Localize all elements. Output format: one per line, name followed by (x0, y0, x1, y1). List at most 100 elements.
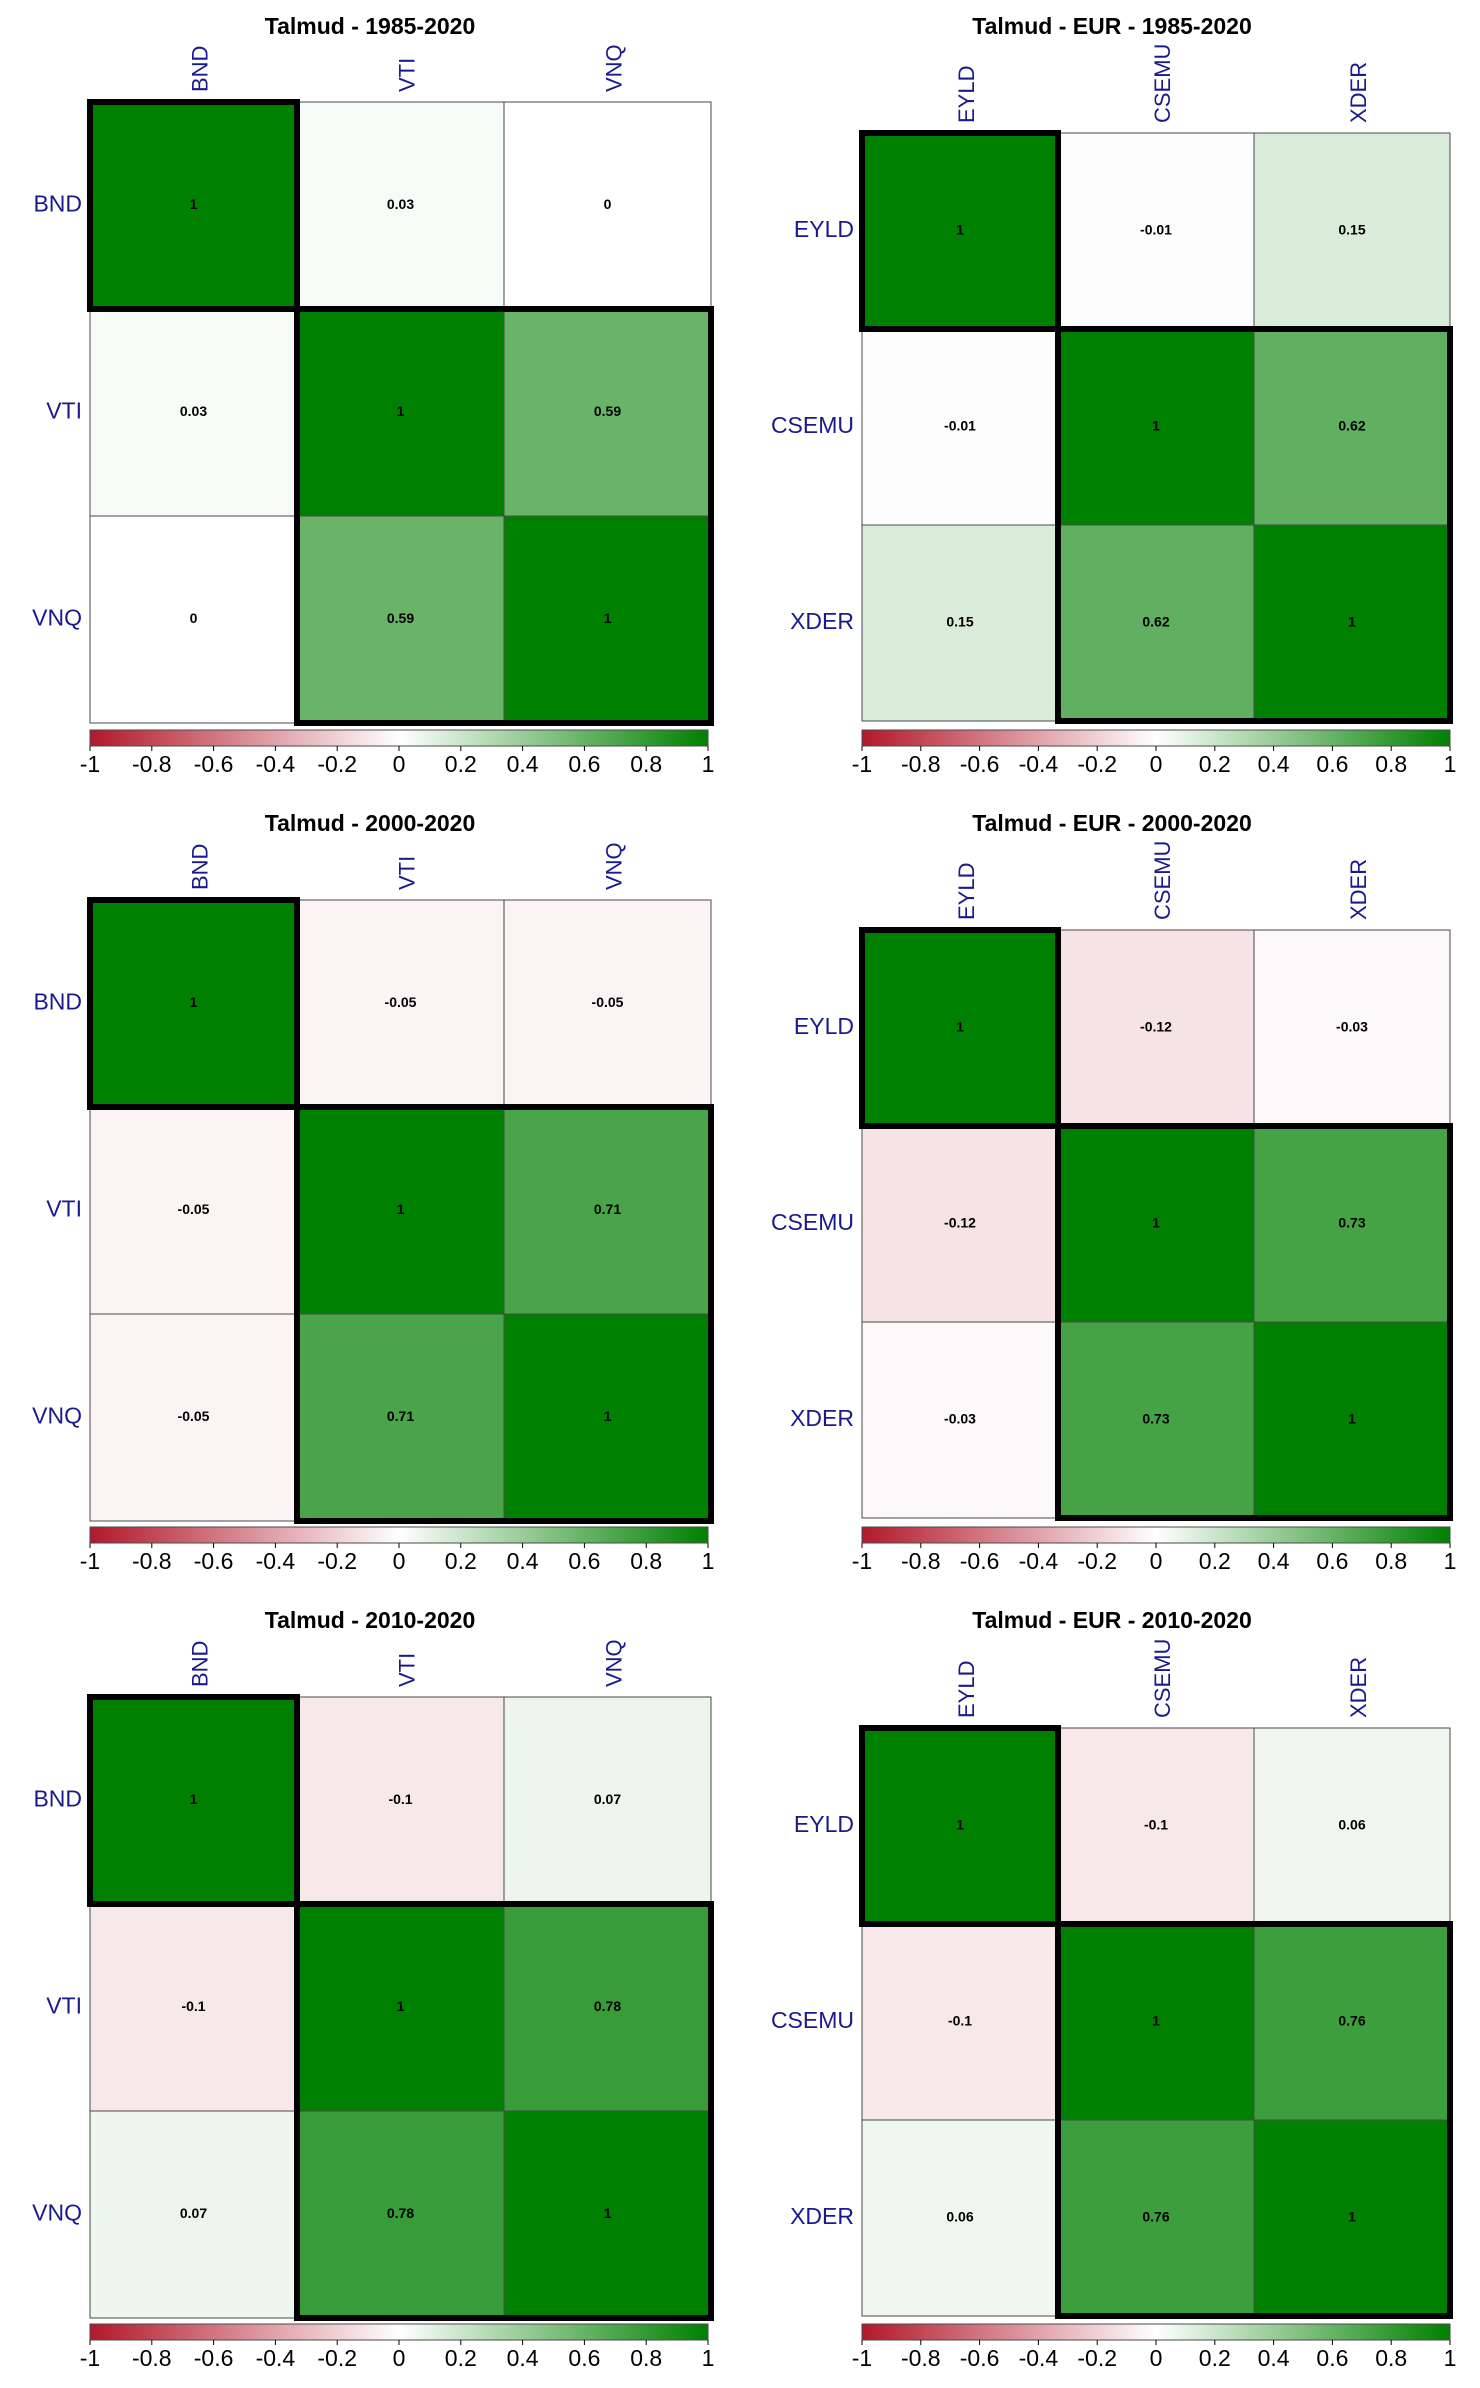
colorbar-tick-label: 0 (393, 751, 406, 777)
cell-value: -0.05 (178, 1408, 210, 1424)
cell-value: -0.01 (1140, 222, 1172, 238)
cell-value: -0.05 (385, 994, 417, 1010)
cell-value: 0.59 (387, 610, 414, 626)
colorbar-tick-label: -1 (852, 751, 872, 777)
row-label: VTI (46, 1196, 82, 1222)
row-label: CSEMU (771, 1209, 854, 1235)
row-label: XDER (790, 2203, 854, 2229)
heatmap-cell (89, 1106, 298, 1315)
colorbar-tick-label: 0.8 (630, 751, 662, 777)
column-label: CSEMU (1150, 1639, 1175, 1718)
cell-value: -0.1 (948, 2013, 972, 2029)
heatmap-cell (1253, 328, 1451, 526)
column-label: VNQ (601, 842, 626, 890)
heatmap-cell (861, 1727, 1059, 1925)
cell-value: 0.73 (1338, 1215, 1365, 1231)
heatmap-cell (89, 1903, 298, 2112)
heatmap-cell (296, 101, 505, 310)
colorbar-tick-label: 0.6 (1316, 2345, 1348, 2371)
colorbar-tick-label: -1 (80, 1548, 100, 1574)
heatmap-cell (1253, 132, 1451, 330)
colorbar-tick-label: -0.8 (132, 2345, 172, 2371)
colorbar-tick-label: 0 (1150, 751, 1163, 777)
colorbar-tick-label: 0.2 (445, 2345, 477, 2371)
colorbar-tick-label: -0.4 (256, 2345, 296, 2371)
colorbar-tick-label: -1 (852, 1548, 872, 1574)
heatmap-cell (296, 1903, 505, 2112)
row-label: VNQ (32, 605, 82, 631)
cell-value: 0 (604, 196, 612, 212)
colorbar-tick-label: -0.2 (1077, 2345, 1117, 2371)
colorbar-tick-label: -0.8 (132, 1548, 172, 1574)
colorbar-tick-label: 0.2 (445, 751, 477, 777)
heatmap-cell (1253, 524, 1451, 722)
cell-value: 0.06 (946, 2209, 973, 2225)
colorbar-tick-label: -0.2 (317, 751, 357, 777)
cell-value: 1 (956, 1817, 964, 1833)
colorbar-tick-label: 1 (702, 2345, 715, 2371)
colorbar (89, 2323, 709, 2341)
column-label: CSEMU (1150, 44, 1175, 123)
heatmap-cell (1057, 929, 1255, 1127)
heatmap-cell (89, 899, 298, 1108)
cluster-border (859, 130, 1061, 332)
cell-value: 0.15 (946, 614, 973, 630)
colorbar-tick-label: -0.2 (317, 2345, 357, 2371)
cell-value: 0.76 (1142, 2209, 1169, 2225)
colorbar-tick-label: 0.4 (1258, 751, 1290, 777)
cell-value: 0.73 (1142, 1411, 1169, 1427)
colorbar-tick-label: 0.8 (1375, 751, 1407, 777)
colorbar-tick-label: -1 (852, 2345, 872, 2371)
cell-value: 0.78 (387, 2205, 414, 2221)
row-label: EYLD (794, 216, 854, 242)
cell-value: -0.1 (1144, 1817, 1168, 1833)
row-label: CSEMU (771, 412, 854, 438)
colorbar-tick-label: 0.6 (568, 1548, 600, 1574)
column-label: BND (187, 844, 212, 890)
column-label: VNQ (601, 1639, 626, 1687)
column-label: EYLD (954, 66, 979, 123)
cell-value: 1 (604, 610, 612, 626)
colorbar-tick-label: -0.2 (1077, 1548, 1117, 1574)
colorbar-tick-label: -0.8 (901, 2345, 941, 2371)
heatmap-cell (503, 308, 712, 517)
colorbar-tick-label: 0.2 (445, 1548, 477, 1574)
row-label: CSEMU (771, 2007, 854, 2033)
heatmap-cell (861, 132, 1059, 330)
cell-value: -0.03 (1336, 1019, 1368, 1035)
heatmap-cell (503, 101, 712, 310)
cell-value: 1 (190, 1791, 198, 1807)
colorbar-tick-label: 0.4 (507, 751, 539, 777)
colorbar (861, 1526, 1451, 1544)
panel-title: Talmud - EUR - 2010-2020 (972, 1607, 1252, 1633)
column-label: XDER (1346, 1657, 1371, 1718)
heatmap-panel-5: Talmud - 2010-2020 1 -0.1 0.07 -0.1 1 0.78 0.07… (32, 1607, 714, 2371)
heatmap-cell (503, 1696, 712, 1905)
row-label: VNQ (32, 2200, 82, 2226)
colorbar-tick-label: 0.6 (1316, 751, 1348, 777)
column-label: VTI (394, 58, 419, 92)
cell-value: 1 (190, 196, 198, 212)
colorbar-tick-label: 0.8 (1375, 1548, 1407, 1574)
heatmap-cell (89, 101, 298, 310)
cluster-border (87, 897, 300, 1110)
colorbar-tick-label: -1 (80, 751, 100, 777)
cell-value: -0.12 (944, 1215, 976, 1231)
colorbar-tick-label: 1 (1444, 2345, 1457, 2371)
colorbar-tick-label: 0.2 (1199, 751, 1231, 777)
panel-title: Talmud - EUR - 2000-2020 (972, 810, 1252, 836)
colorbar (89, 729, 709, 747)
cell-value: 0.03 (387, 196, 414, 212)
cell-value: 0 (190, 610, 198, 626)
cell-value: 0.62 (1142, 614, 1169, 630)
cell-value: 0.59 (594, 403, 621, 419)
colorbar-tick-label: 0.4 (507, 1548, 539, 1574)
heatmap-cell (1057, 2119, 1255, 2317)
cluster-border (1055, 1123, 1453, 1521)
colorbar-tick-label: 0.4 (1258, 1548, 1290, 1574)
colorbar-tick-label: -1 (80, 2345, 100, 2371)
heatmap-cell (1253, 1923, 1451, 2121)
colorbar-tick-label: -0.4 (256, 1548, 296, 1574)
heatmap-cell (503, 1903, 712, 2112)
cell-value: -0.03 (944, 1411, 976, 1427)
